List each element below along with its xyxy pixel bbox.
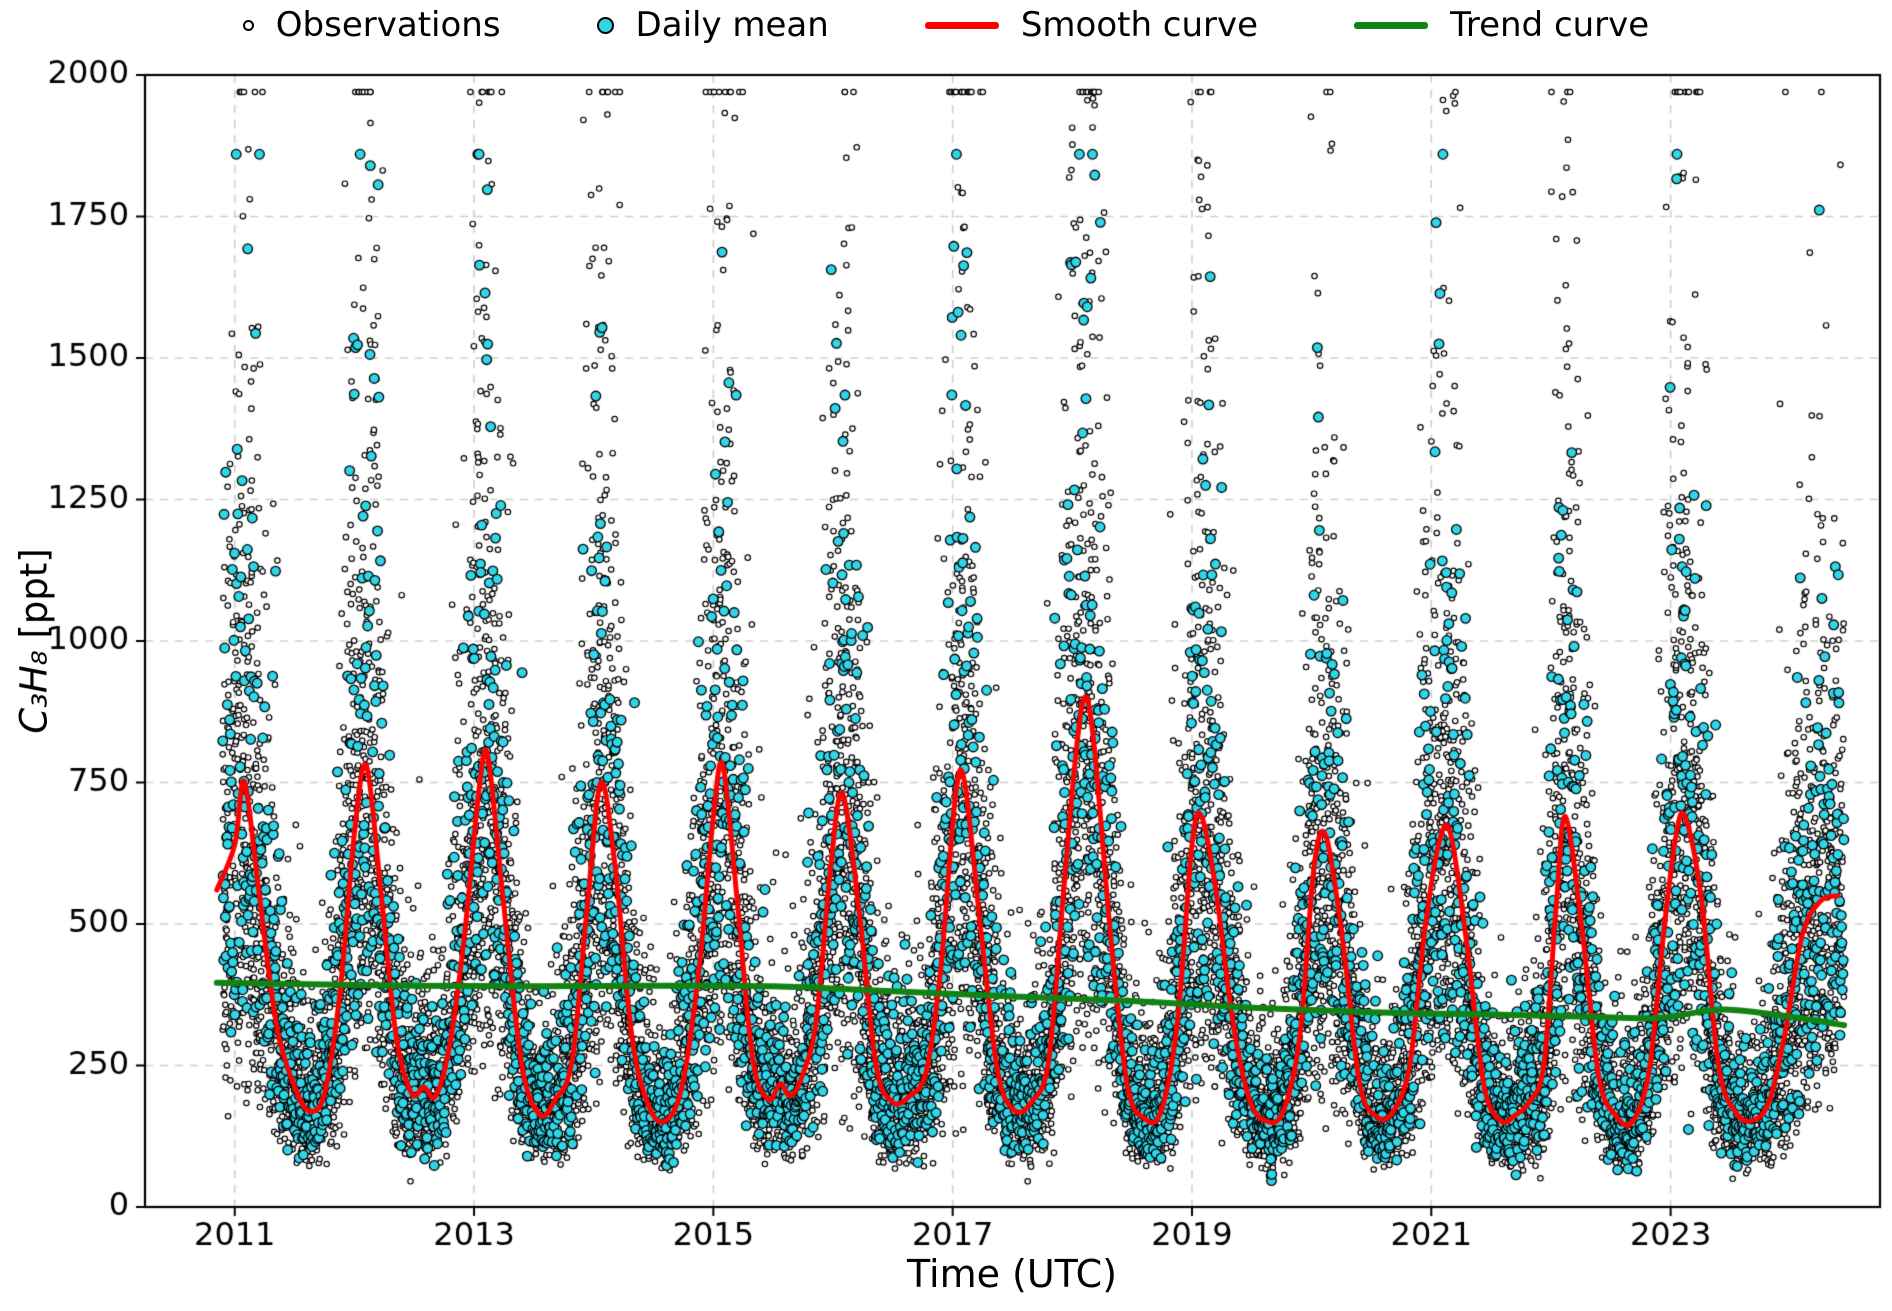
legend-item-smooth-curve: Smooth curve bbox=[924, 5, 1259, 45]
y-axis-label-unit: [ppt] bbox=[12, 548, 56, 651]
daily-mean-marker-icon bbox=[596, 16, 614, 34]
legend-label-observations: Observations bbox=[275, 5, 501, 45]
legend-item-observations: Observations bbox=[242, 5, 501, 45]
trend-curve-marker-icon bbox=[1354, 21, 1429, 29]
legend-item-daily-mean: Daily mean bbox=[596, 5, 829, 45]
legend-label-daily-mean: Daily mean bbox=[635, 5, 829, 45]
x-axis-label: Time (UTC) bbox=[906, 1252, 1118, 1296]
smooth-curve-marker-icon bbox=[924, 21, 999, 29]
legend-label-trend-curve: Trend curve bbox=[1450, 5, 1650, 45]
legend-item-trend-curve: Trend curve bbox=[1354, 8, 1649, 42]
legend: Observations Daily mean Smooth curve Tre… bbox=[0, 8, 1892, 42]
legend-label-smooth-curve: Smooth curve bbox=[1020, 5, 1259, 45]
observations-marker-icon bbox=[242, 19, 254, 31]
y-axis-label: C₃H₈ [ppt] bbox=[13, 548, 56, 733]
y-axis-label-math: C₃H₈ bbox=[12, 650, 56, 734]
